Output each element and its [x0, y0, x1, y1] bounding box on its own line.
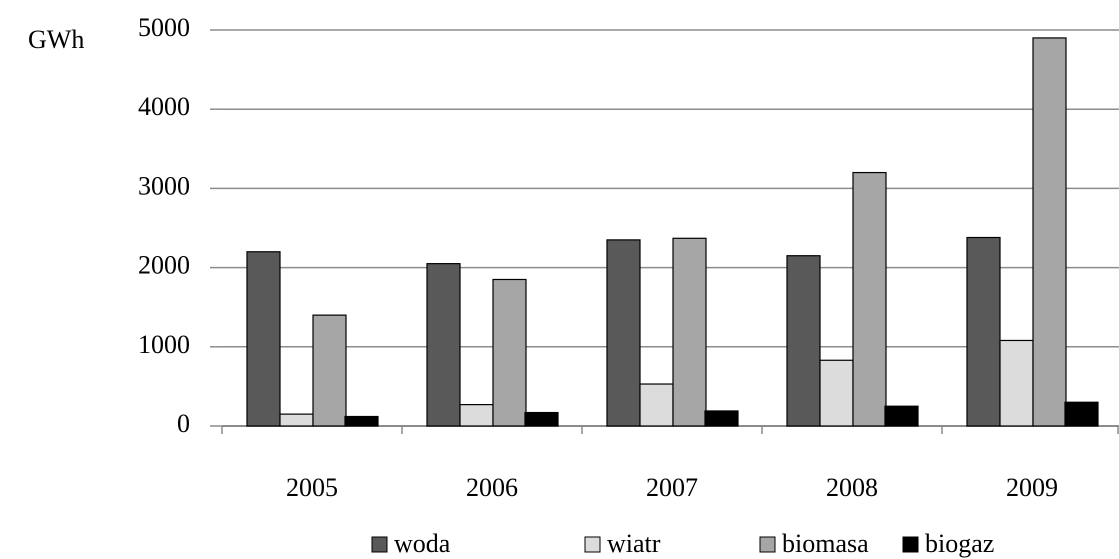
y-tick-label: 1000 — [138, 330, 190, 359]
x-tick-label: 2005 — [286, 473, 338, 502]
bar — [1032, 37, 1067, 427]
bar — [639, 383, 674, 427]
bar — [312, 314, 347, 427]
bar — [344, 415, 379, 427]
bar — [672, 237, 707, 427]
bar — [852, 171, 887, 427]
bar — [279, 413, 314, 427]
legend-label: wiatr — [607, 529, 661, 558]
legend-label: biogaz — [925, 529, 994, 558]
bar — [524, 411, 559, 427]
bar — [1064, 401, 1099, 427]
bar — [246, 251, 281, 427]
bar — [786, 255, 821, 427]
bar — [459, 404, 494, 427]
y-tick-label: 0 — [177, 409, 190, 438]
x-tick-label: 2007 — [646, 473, 698, 502]
legend-swatch — [759, 536, 776, 553]
legend-swatch — [902, 536, 919, 553]
bar — [819, 359, 854, 427]
y-tick-label: 2000 — [138, 251, 190, 280]
unit-label: GWh — [28, 25, 84, 54]
bar — [606, 239, 641, 427]
y-tick-label: 3000 — [138, 171, 190, 200]
legend-swatch — [584, 536, 601, 553]
x-tick-label: 2008 — [826, 473, 878, 502]
legend-label: biomasa — [782, 529, 869, 558]
bar — [492, 278, 527, 427]
bar — [999, 339, 1034, 427]
bar — [426, 263, 461, 427]
x-tick-label: 2006 — [466, 473, 518, 502]
bar — [884, 405, 919, 427]
legend-label: woda — [394, 529, 451, 558]
x-tick-label: 2009 — [1006, 473, 1058, 502]
legend-swatch — [371, 536, 388, 553]
bar — [704, 410, 739, 427]
y-tick-label: 5000 — [138, 13, 190, 42]
y-tick-label: 4000 — [138, 92, 190, 121]
bar — [966, 236, 1001, 427]
